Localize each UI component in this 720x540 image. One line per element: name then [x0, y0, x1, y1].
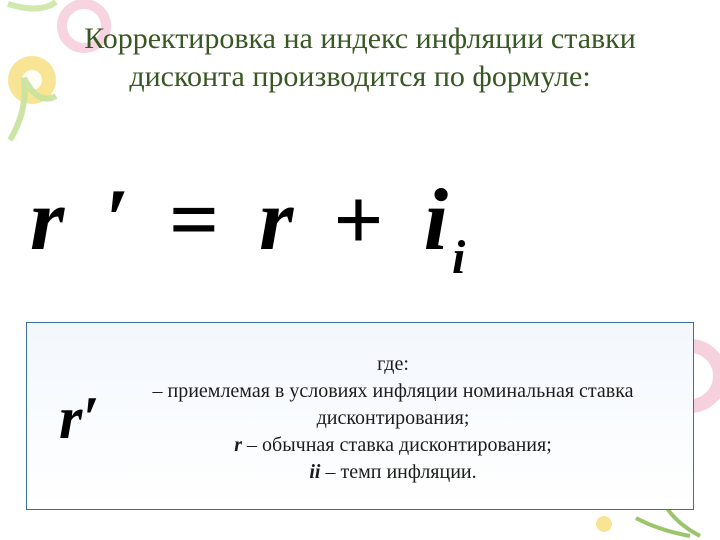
formula-term-r: r	[259, 172, 333, 269]
def-line2: – обычная ставка дисконтирования;	[242, 434, 552, 456]
def-line3: – темп инфляции.	[320, 461, 476, 483]
formula-lhs: r′	[30, 172, 169, 269]
def-sym-ii: ii	[309, 461, 320, 483]
formula-equals: =	[169, 172, 259, 269]
def-line1: – приемлемая в условиях инфляции номинал…	[153, 380, 634, 429]
definition-box: r′ где: – приемлемая в условиях инфляции…	[26, 322, 694, 510]
def-sym-r: r	[234, 434, 242, 456]
definition-inner: r′ где: – приемлемая в условиях инфляции…	[47, 345, 659, 491]
slide-title: Корректировка на индекс инфляции ставки …	[60, 20, 660, 95]
formula-display: r′=r+ii	[30, 170, 660, 285]
formula-plus: +	[333, 172, 423, 269]
formula-subscript-i: i	[452, 231, 465, 284]
def-where: где:	[377, 353, 409, 375]
definition-text: где: – приемлемая в условиях инфляции но…	[137, 351, 659, 486]
definition-lead-symbol: r′	[47, 384, 137, 453]
